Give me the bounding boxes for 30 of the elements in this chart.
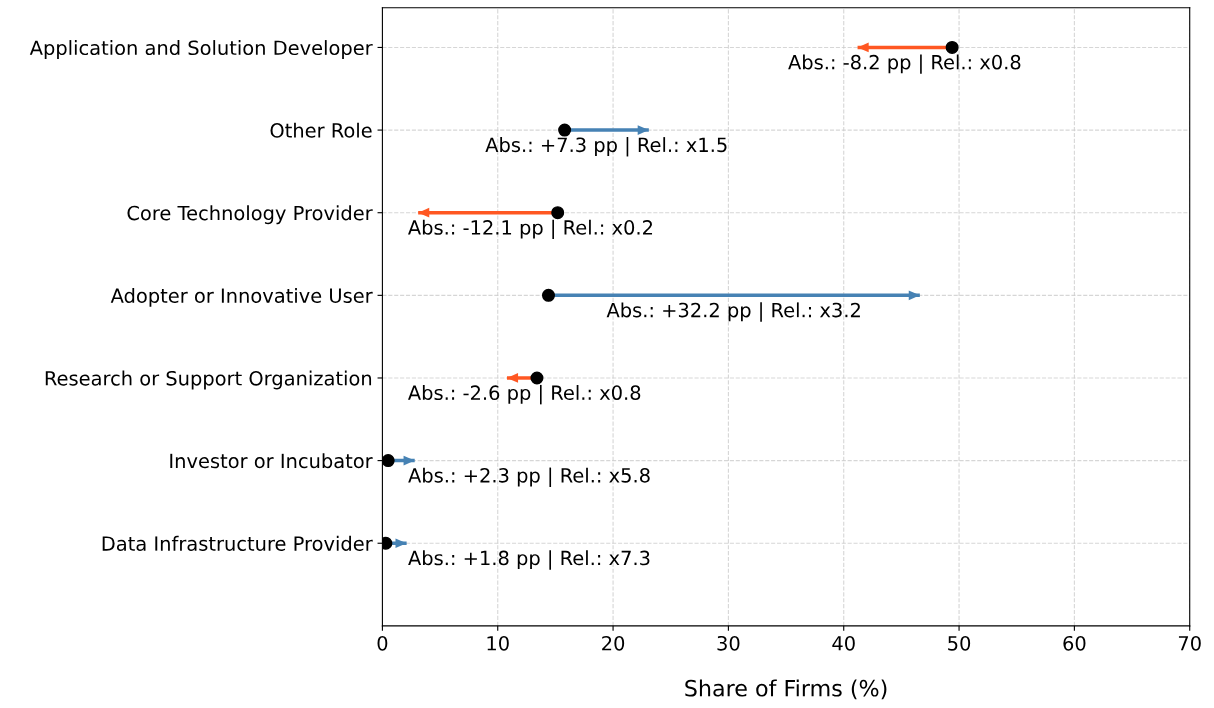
x-axis-title: Share of Firms (%) (685, 679, 887, 700)
point (382, 536, 393, 550)
x-tick-label: 50 (948, 635, 971, 651)
point (541, 288, 555, 302)
point (382, 454, 395, 468)
data-label: Abs.: +2.3 pp | Rel.: x5.8 (408, 467, 650, 487)
data-label: Abs.: -8.2 pp | Rel.: x0.8 (788, 54, 1021, 74)
data-label: Abs.: +7.3 pp | Rel.: x1.5 (485, 137, 727, 157)
y-tick-label: Adopter or Innovative User (110, 287, 373, 307)
x-tick-label: 20 (602, 635, 625, 651)
point (558, 123, 572, 137)
data-label: Abs.: +1.8 pp | Rel.: x7.3 (408, 550, 650, 570)
y-tick-label: Core Technology Provider (127, 205, 373, 225)
x-tick-label: 30 (717, 635, 740, 651)
y-tick-label: Research or Support Organization (45, 370, 372, 390)
x-tick-label: 10 (487, 635, 509, 651)
point (551, 206, 565, 220)
x-tick-label: 60 (1063, 635, 1086, 651)
data-label: Abs.: -2.6 pp | Rel.: x0.8 (408, 384, 641, 405)
y-tick-label: Application and Solution Developer (29, 40, 373, 59)
y-tick-label: Data Infrastructure Provider (102, 535, 373, 551)
x-tick-label: 40 (832, 635, 855, 651)
y-tick-label: Investor or Incubator (170, 453, 373, 469)
point (530, 371, 544, 385)
data-label: Abs.: +32.2 pp | Rel.: x3.2 (606, 302, 860, 322)
x-tick-label: 70 (1178, 635, 1201, 651)
y-tick-label: Other Role (270, 122, 372, 138)
point (945, 40, 959, 54)
data-label: Abs.: -12.1 pp | Rel.: x0.2 (408, 219, 653, 240)
x-tick-label: 0 (377, 635, 388, 651)
